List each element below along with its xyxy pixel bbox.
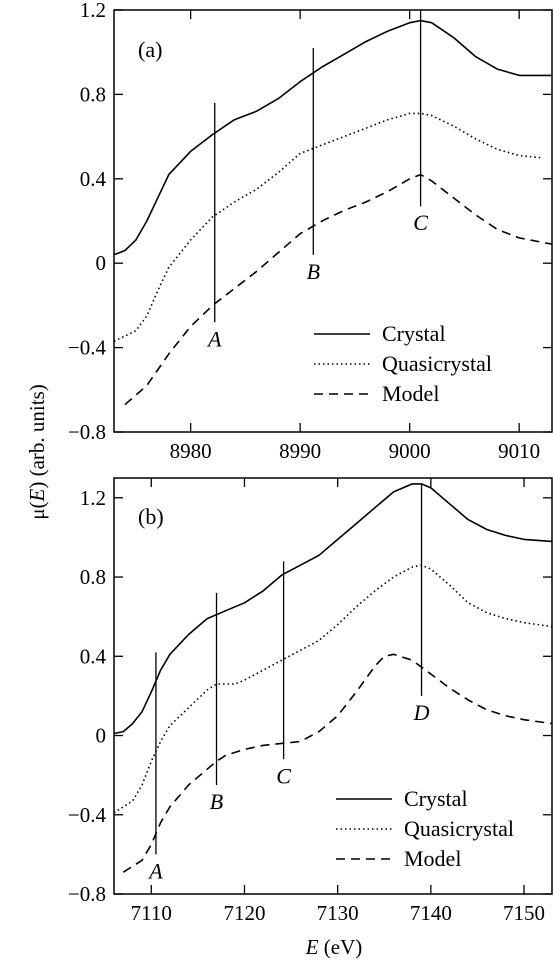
panel-b-series: A B C D [113, 483, 553, 883]
panel-a-ytick-label: −0.8 [68, 420, 106, 444]
panel-a-ytick-label: 0 [96, 251, 107, 275]
panel-a-ticks: 8980 8990 9000 9010 −0.8 −0.4 0 0.4 0.8 1.2 [68, 0, 552, 463]
panel-a-series: A B C [113, 10, 553, 406]
panel-b: 7110 7120 7130 7140 7150 −0.8 −0.4 0 0.4 0.8 1.2 A… [68, 477, 553, 925]
panel-a-xtick-label: 9010 [498, 439, 540, 463]
legend-b-quasicrystal-label: Quasicrystal [404, 816, 514, 841]
panel-b-series-crystal [113, 483, 553, 735]
panel-b-marker-a-label: A [147, 858, 163, 883]
panel-b-series-model [122, 653, 553, 873]
panel-b-frame [113, 477, 553, 895]
panel-a-ytick-label: 1.2 [80, 0, 106, 22]
panel-b-ytick-label: 0 [96, 724, 107, 748]
panel-b-series-quasicrystal [113, 564, 553, 814]
panel-b-label: (b) [138, 504, 164, 529]
panel-b-xtick-label: 7150 [503, 901, 545, 925]
y-axis-title: μ(E) (arb. units) [25, 384, 49, 519]
panel-b-ytick-label: −0.8 [68, 882, 106, 906]
panel-a-marker-a-label: A [206, 326, 222, 351]
panel-a-ytick-label: −0.4 [68, 336, 107, 360]
legend-a-quasicrystal-label: Quasicrystal [382, 351, 492, 376]
panel-b-xtick-label: 7140 [410, 901, 452, 925]
panel-a-series-model [124, 173, 553, 406]
panel-b-marker-c-label: C [276, 763, 291, 788]
panel-a-legend: Crystal Quasicrystal Model [314, 321, 492, 406]
panel-b-xtick-label: 7130 [317, 901, 359, 925]
panel-a-ytick-label: 0.4 [80, 167, 107, 191]
panel-a-xtick-label: 9000 [389, 439, 431, 463]
panel-a-xtick-label: 8980 [170, 439, 212, 463]
panel-a-ytick-label: 0.8 [80, 82, 106, 106]
x-axis-title: E (eV) [305, 935, 363, 959]
panel-b-ytick-label: 0.8 [80, 565, 106, 589]
panel-b-ytick-label: 0.4 [80, 644, 107, 668]
panel-a-series-crystal [113, 19, 552, 256]
panel-a-marker-b-label: B [307, 259, 320, 284]
legend-b-crystal-label: Crystal [404, 786, 468, 811]
panel-a-series-quasicrystal [113, 112, 542, 343]
panel-b-ticks: 7110 7120 7130 7140 7150 −0.8 −0.4 0 0.4 0.8 1.2 [68, 478, 552, 925]
panel-b-marker-b-label: B [210, 789, 223, 814]
legend-a-crystal-label: Crystal [382, 321, 446, 346]
legend-a-model-label: Model [382, 381, 439, 406]
panel-b-marker-d-label: D [413, 700, 430, 725]
panel-b-xtick-label: 7120 [223, 901, 265, 925]
panel-a: 8980 8990 9000 9010 −0.8 −0.4 0 0.4 0.8 1.2 A B C (… [68, 0, 553, 463]
panel-b-xtick-label: 7110 [131, 901, 172, 925]
panel-b-ytick-label: −0.4 [68, 803, 107, 827]
legend-b-model-label: Model [404, 846, 461, 871]
panel-a-label: (a) [138, 37, 162, 62]
panel-a-marker-c-label: C [413, 210, 428, 235]
panel-a-xtick-label: 8990 [279, 439, 321, 463]
panel-b-ytick-label: 1.2 [80, 486, 106, 510]
panel-b-legend: Crystal Quasicrystal Model [336, 786, 514, 871]
panel-a-frame [113, 9, 553, 433]
